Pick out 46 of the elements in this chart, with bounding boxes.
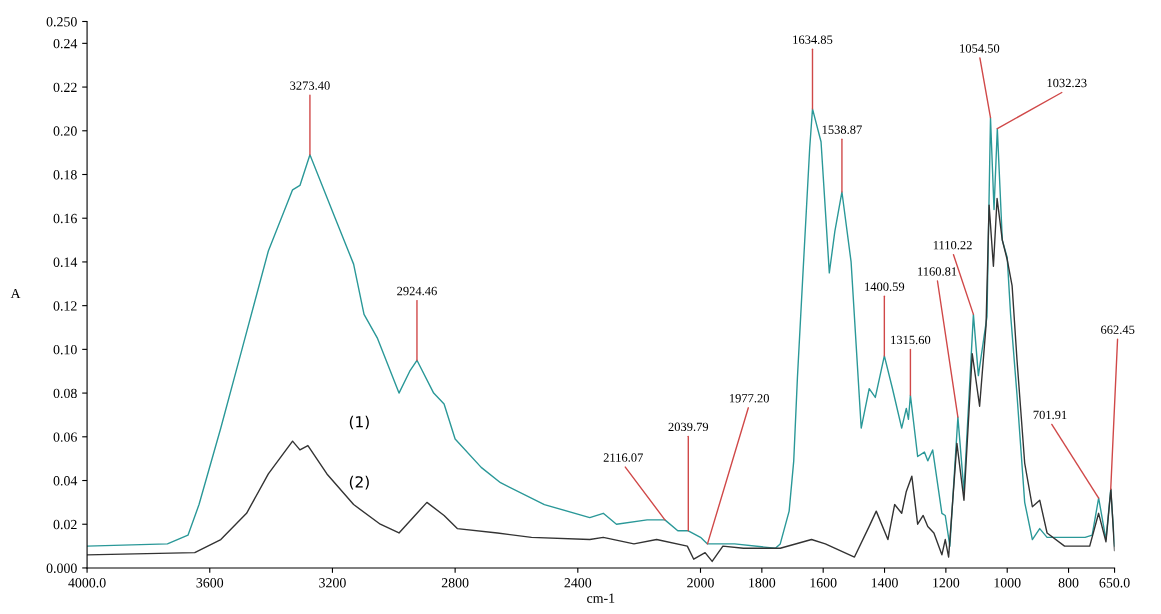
annotation: 1160.81 [918,267,957,276]
annotation: 2924.46 [397,286,437,296]
y-tick-label: 0.000 [46,563,77,573]
annotation: 701.91 [1033,410,1067,420]
y-tick-label: 0.04 [53,476,78,486]
y-tick-label: 0.24 [53,38,78,49]
y-tick-label: 0.16 [53,213,77,224]
annotation: (2) [349,475,369,490]
x-tick-label: 800 [1058,578,1079,588]
y-tick-label: 0.08 [53,388,77,399]
y-tick-label: 0.06 [53,432,77,442]
annotation: 1977.20 [729,394,769,403]
annotation: 1538.87 [822,125,862,134]
x-tick-label: 1800 [749,578,776,588]
annotation: 662.45 [1101,325,1135,334]
x-tick-label: 2000 [687,578,714,588]
x-tick-label: 2400 [564,578,592,588]
annotation: 1032.23 [1047,78,1087,88]
x-axis-title: cm-1 [587,593,615,603]
y-tick-label: 0.14 [53,257,78,267]
annotation: 1110.22 [933,240,972,250]
x-tick-label: 3600 [196,578,224,588]
x-tick-label: 3200 [319,578,346,588]
annotation: 1054.50 [960,44,1000,53]
annotation: 1315.60 [891,335,931,345]
x-tick-label: 1200 [933,578,960,588]
annotation: 1634.85 [793,35,833,44]
annotation: 2116.07 [603,453,643,462]
x-tick-label: 2800 [441,578,469,588]
x-tick-label: 1000 [994,578,1021,588]
y-tick-label: 0.02 [53,519,77,530]
x-tick-label: 650.0 [1099,578,1130,588]
x-tick-label: 4000.0 [68,578,106,588]
annotation: (1) [349,415,369,430]
y-tick-label: 0.22 [53,82,77,93]
x-tick-label: 1600 [810,578,837,588]
y-tick-label: 0.10 [53,344,77,355]
y-axis-title: A [10,288,21,299]
annotation: 2039.79 [668,422,709,432]
annotation: 3273.40 [290,81,330,90]
y-tick-label: 0.18 [53,170,77,180]
annotation: 1400.59 [865,282,905,291]
y-tick-label: 0.12 [53,301,77,311]
x-tick-label: 1400 [871,578,898,588]
y-tick-label: 0.250 [46,17,77,27]
y-tick-label: 0.20 [53,126,77,136]
